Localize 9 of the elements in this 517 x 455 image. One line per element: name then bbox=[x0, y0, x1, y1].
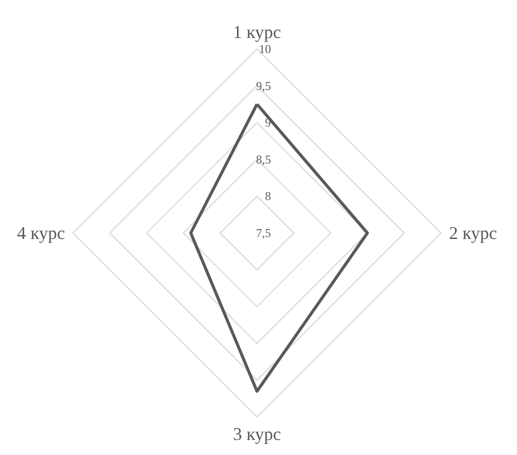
spoke-label: 3 курс bbox=[233, 424, 281, 444]
y-tick-label: 10 bbox=[259, 42, 271, 56]
spoke-label: 1 курс bbox=[233, 22, 281, 42]
y-tick-label: 7,5 bbox=[256, 226, 271, 240]
y-tick-label: 9,5 bbox=[256, 78, 271, 93]
y-tick-label: 8,5 bbox=[256, 152, 271, 166]
y-tick-label: 8 bbox=[265, 189, 271, 204]
spoke-label: 4 курс bbox=[17, 223, 66, 243]
spoke-label: 2 курс bbox=[449, 223, 497, 243]
